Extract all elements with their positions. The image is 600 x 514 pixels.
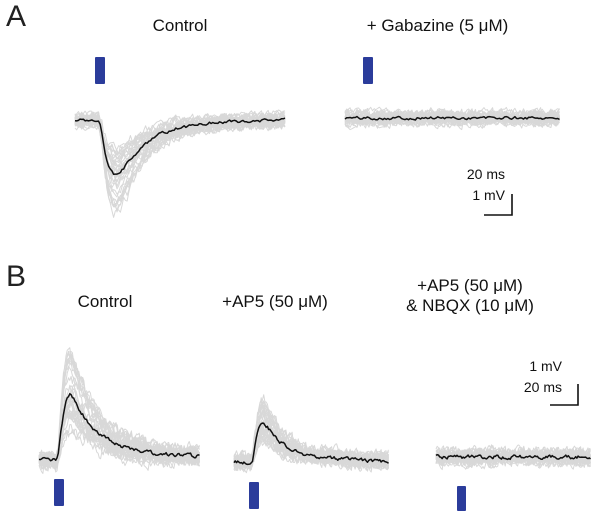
stimulus-marker-a-gabazine (363, 57, 373, 84)
stimulus-marker-b-control (54, 479, 64, 506)
panel-b-col3-title-line2: & NBQX (10 μM) (406, 296, 534, 315)
trace-plot-a-gabazine (344, 106, 560, 131)
panel-b-col2-title: +AP5 (50 μM) (222, 292, 328, 311)
scalebar-b-voltage-label: 1 mV (529, 358, 562, 374)
scalebar-b-time-label: 20 ms (523, 379, 562, 395)
panel-b-col3-title-line1: +AP5 (50 μM) (417, 276, 523, 295)
scalebar-a-voltage-label: 1 mV (472, 187, 505, 203)
stimulus-marker-b-ap5-nbqx (457, 486, 466, 511)
panel-a-label: A (6, 0, 27, 33)
panel-a-col1-title: Control (152, 16, 208, 35)
scalebar-a-labels: 20 ms 1 mV (420, 164, 505, 206)
scalebar-b-labels: 1 mV 20 ms (480, 356, 562, 398)
panel-b-col1-title: Control (77, 292, 133, 311)
scalebar-a-time-label: 20 ms (466, 166, 505, 182)
panel-b-col3-title: +AP5 (50 μM) & NBQX (10 μM) (370, 276, 570, 316)
panel-b-label: B (6, 260, 27, 293)
trace-plot-a-control (74, 109, 286, 218)
trace-plot-b-control (38, 347, 200, 474)
stimulus-marker-a-control (95, 57, 105, 84)
trace-plot-b-ap5-nbqx (435, 444, 591, 471)
panel-a-col2-title: + Gabazine (5 μM) (366, 16, 509, 35)
scalebar-a-mark (484, 194, 513, 216)
stimulus-marker-b-ap5 (249, 482, 259, 509)
scalebar-b-mark (550, 384, 579, 406)
trace-plot-b-ap5 (233, 394, 389, 474)
